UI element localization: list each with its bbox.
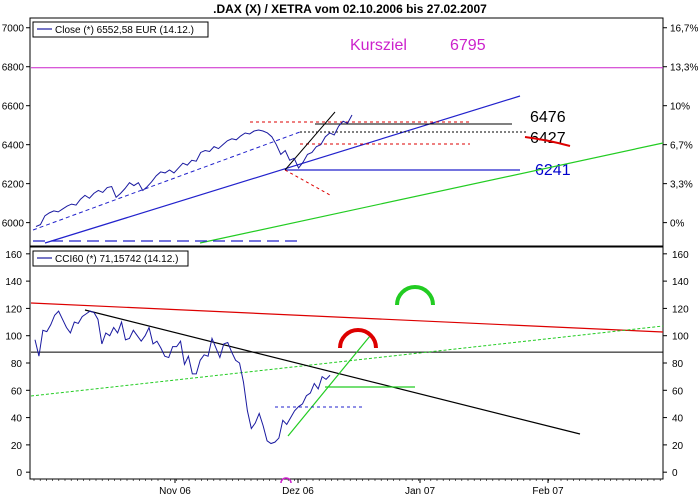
upper-trendlines: [31, 67, 664, 244]
y-tick-label-right: 20: [672, 441, 684, 452]
lower-legend: CCI60 (*) 71,15742 (14.12.): [32, 250, 189, 267]
y-tick-label-right: 13,3%: [670, 63, 698, 74]
long-uptrend-line: [44, 95, 521, 244]
lower-series: [34, 310, 331, 445]
lower-panel-frame: [29, 246, 664, 480]
upper-series: [35, 114, 353, 227]
y-tick-label-right: 0%: [670, 219, 685, 230]
y-tick-label: 0: [16, 468, 22, 479]
upper-legend: Close (*) 6552,58 EUR (14.12.): [32, 21, 209, 38]
lower-legend-label: CCI60 (*) 71,15742 (14.12.): [55, 254, 178, 265]
x-tick-label: Nov 06: [159, 486, 191, 497]
y-tick-label: 100: [5, 332, 22, 343]
y-tick-label-right: 40: [672, 414, 684, 425]
y-tick-label: 120: [5, 304, 22, 315]
kursziel-value: 6795: [450, 37, 486, 54]
y-tick-label: 6000: [2, 219, 25, 230]
y-tick-label-right: 100: [672, 332, 689, 343]
black-downtrend-line: [84, 309, 581, 435]
magenta-marker: [280, 477, 292, 484]
x-tick-label: Jan 07: [405, 486, 435, 497]
black-steep-line: [284, 111, 336, 171]
green-trend-line: [199, 142, 664, 244]
y-tick-label-right: 0: [672, 468, 678, 479]
close-price-line: [35, 114, 353, 227]
red-resistance-line: [30, 302, 664, 333]
y-tick-label-right: 160: [672, 250, 689, 261]
x-tick-label: Feb 07: [532, 486, 564, 497]
y-tick-label: 7000: [2, 24, 25, 35]
red-arc-marker: [338, 328, 378, 349]
y-tick-label-right: 120: [672, 304, 689, 315]
y-tick-label: 6200: [2, 180, 25, 191]
level-6476-label: 6476: [530, 109, 566, 126]
y-tick-label: 80: [11, 359, 23, 370]
chart-title: .DAX (X) / XETRA vom 02.10.2006 bis 27.0…: [213, 2, 487, 16]
x-tick-label: Dez 06: [282, 486, 314, 497]
y-tick-label-right: 60: [672, 386, 684, 397]
lower-trendlines: [30, 285, 664, 437]
y-tick-label: 140: [5, 277, 22, 288]
y-tick-label-right: 80: [672, 359, 684, 370]
y-tick-label: 6600: [2, 102, 25, 113]
y-tick-label: 60: [11, 386, 23, 397]
upper-legend-label: Close (*) 6552,58 EUR (14.12.): [55, 25, 194, 36]
y-tick-label: 6400: [2, 141, 25, 152]
y-tick-label-right: 10%: [670, 102, 690, 113]
red-dotted-down: [284, 169, 331, 196]
cci-line: [34, 310, 331, 445]
upper-panel-frame: [29, 17, 664, 247]
y-tick-label-right: 140: [672, 277, 689, 288]
kursziel-label: Kursziel: [350, 37, 407, 54]
green-arc-marker: [395, 285, 435, 306]
y-tick-label-right: 3,3%: [670, 180, 693, 191]
dashed-blue-channel: [32, 131, 301, 231]
y-tick-label: 160: [5, 250, 22, 261]
y-tick-label: 40: [11, 414, 23, 425]
lower-axis-ticks: 160 160 140 140 120 120 100 100 80 80 60 60 40 40 20 20…: [5, 250, 689, 497]
red-strike-6427: [524, 136, 571, 147]
y-tick-label-right: 6,7%: [670, 141, 693, 152]
y-tick-label: 6800: [2, 63, 25, 74]
y-tick-label: 20: [11, 441, 23, 452]
green-rise-line: [287, 335, 371, 437]
upper-axis-ticks: 7000 16,7% 6800 13,3% 6600 10% 6400 6,7% 6200 3,3…: [2, 24, 699, 230]
level-6241-label: 6241: [535, 162, 571, 179]
y-tick-label-right: 16,7%: [670, 24, 698, 35]
green-dotted-trend: [30, 325, 664, 397]
